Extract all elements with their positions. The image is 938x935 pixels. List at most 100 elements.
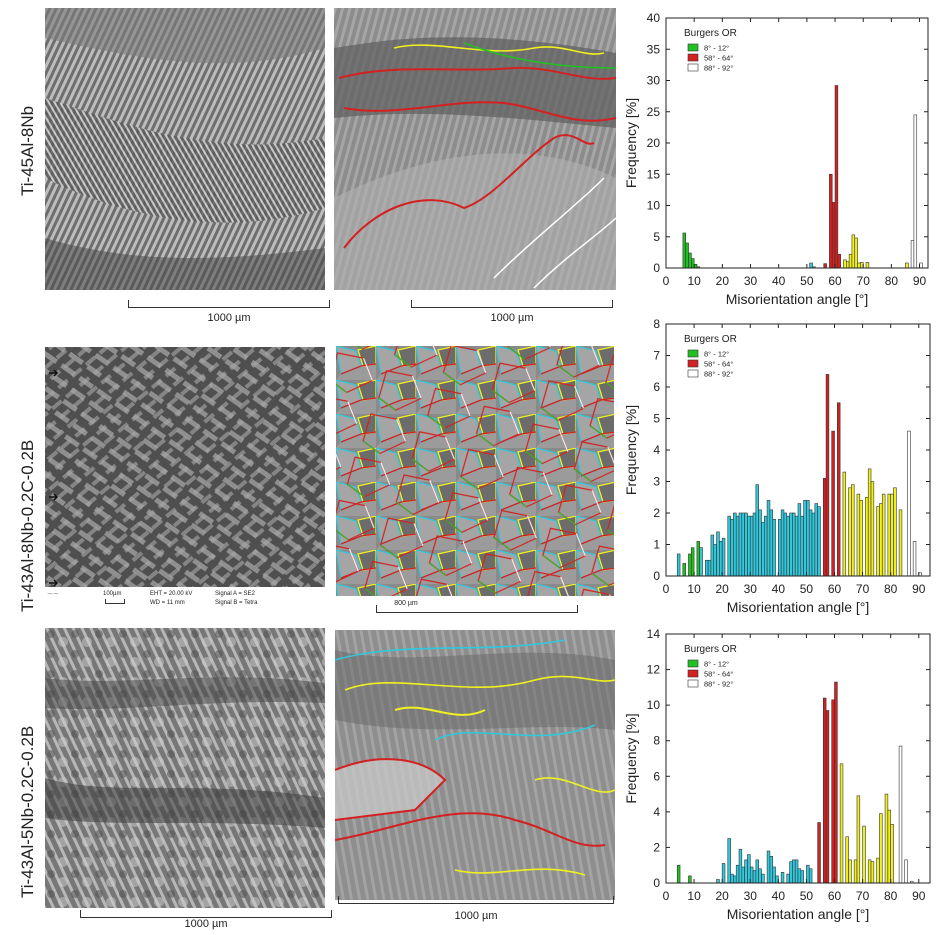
x-tick-label: 50: [800, 889, 814, 903]
bar-86: [905, 262, 909, 269]
x-tick-label: 70: [856, 889, 870, 903]
zeiss-logo-icon: ~~: [47, 589, 59, 600]
misorientation-histogram-2: 0 1 2 3 4 5 6 7 8 0 10 20 30 40 50 60 70 80 90 Misorientati…: [618, 316, 938, 620]
sem-eht: EHT = 20.00 kV: [150, 591, 193, 597]
bar-59: [829, 173, 833, 269]
bar-67: [851, 234, 856, 269]
bar-77: [879, 503, 883, 577]
y-axis-label: Frequency [%]: [623, 713, 639, 803]
sem-micrograph-2: [45, 347, 325, 587]
bar-72: [865, 262, 870, 269]
bar-68: [853, 859, 858, 884]
y-tick-label: 10: [647, 199, 661, 213]
bar-69: [856, 493, 861, 577]
legend-swatch: [687, 659, 699, 668]
bar-55: [817, 822, 821, 884]
bar-25: [733, 875, 737, 884]
y-tick-label: 0: [653, 569, 660, 583]
bar-62: [837, 402, 841, 577]
ebsd-scale-label-2: 800 µm: [394, 600, 418, 607]
bar-71: [862, 825, 866, 884]
bar-74: [870, 861, 875, 884]
bar-5: [676, 553, 681, 577]
x-axis-label: Misorientation angle [°]: [726, 291, 869, 307]
x-tick-label: 70: [857, 274, 871, 288]
bar-32: [752, 870, 757, 884]
y-tick-label: 20: [647, 136, 661, 150]
ebsd-map-3: [335, 630, 615, 900]
bar-43: [783, 512, 788, 577]
y-tick-label: 10: [647, 698, 661, 712]
bar-30: [747, 515, 751, 577]
bar-57: [822, 697, 827, 884]
bar-82: [893, 487, 897, 577]
x-tick-label: 80: [884, 582, 898, 596]
bar-58: [825, 710, 830, 884]
bar-44: [786, 515, 790, 577]
bar-37: [766, 500, 771, 577]
bar-34: [758, 509, 762, 577]
ebsd-scale-bar-2: [376, 605, 578, 613]
y-tick-label: 25: [647, 105, 661, 119]
bar-46: [792, 512, 796, 577]
bar-50: [803, 500, 807, 577]
bar-8: [685, 242, 689, 269]
bar-70: [859, 500, 863, 577]
y-tick-label: 5: [653, 230, 660, 244]
x-tick-label: 30: [744, 889, 758, 903]
bar-33: [755, 859, 759, 884]
bar-16: [707, 559, 712, 577]
x-tick-label: 0: [663, 274, 670, 288]
bar-30: [747, 854, 751, 884]
bar-29: [744, 512, 748, 577]
x-tick-label: 10: [687, 274, 701, 288]
bar-26: [735, 515, 740, 577]
bar-42: [780, 872, 785, 884]
bar-52: [809, 262, 813, 269]
x-tick-label: 10: [687, 889, 701, 903]
bar-65: [846, 261, 850, 269]
bar-32: [752, 512, 757, 577]
bar-48: [797, 503, 802, 577]
x-tick-label: 70: [856, 582, 870, 596]
bar-76: [876, 506, 880, 577]
x-tick-label: 40: [772, 274, 786, 288]
bar-61: [834, 85, 839, 269]
bar-33: [755, 484, 759, 577]
bar-68: [854, 237, 858, 269]
y-tick-label: 0: [653, 876, 660, 890]
legend-swatch: [687, 349, 699, 358]
bar-38: [769, 509, 774, 577]
bar-12: [696, 541, 701, 577]
y-tick-label: 6: [653, 769, 660, 783]
bar-74: [870, 481, 875, 577]
legend-entry: 88° - 92°: [704, 64, 733, 73]
x-tick-label: 60: [828, 274, 842, 288]
bar-60: [831, 202, 836, 269]
y-tick-label: 1: [653, 538, 660, 552]
x-tick-label: 50: [800, 274, 814, 288]
y-tick-label: 12: [647, 663, 661, 677]
bar-76: [876, 857, 880, 884]
bar-41: [778, 519, 782, 577]
bar-36: [763, 515, 768, 577]
bar-7: [682, 563, 686, 577]
bar-49: [800, 515, 804, 577]
row-label-1: Ti-45Al-8Nb: [18, 105, 37, 196]
y-tick-label: 30: [647, 74, 661, 88]
misorientation-histogram-3: 0 2 4 6 8 10 12 14 0 10 20 30 40 50 60 70 80 90 Misorienta…: [618, 620, 938, 930]
bar-24: [730, 519, 734, 577]
x-tick-label: 80: [884, 889, 898, 903]
bar-17: [710, 534, 715, 577]
legend-swatch: [687, 669, 699, 678]
bar-66: [848, 859, 852, 884]
bar-57: [823, 263, 827, 269]
bar-63: [839, 763, 844, 884]
bar-86: [904, 859, 908, 884]
x-tick-label: 20: [715, 582, 729, 596]
bar-28: [741, 512, 745, 577]
bar-89: [913, 114, 918, 269]
bar-54: [814, 503, 818, 577]
x-tick-label: 90: [912, 582, 926, 596]
legend-entry: 58° - 64°: [704, 670, 733, 679]
